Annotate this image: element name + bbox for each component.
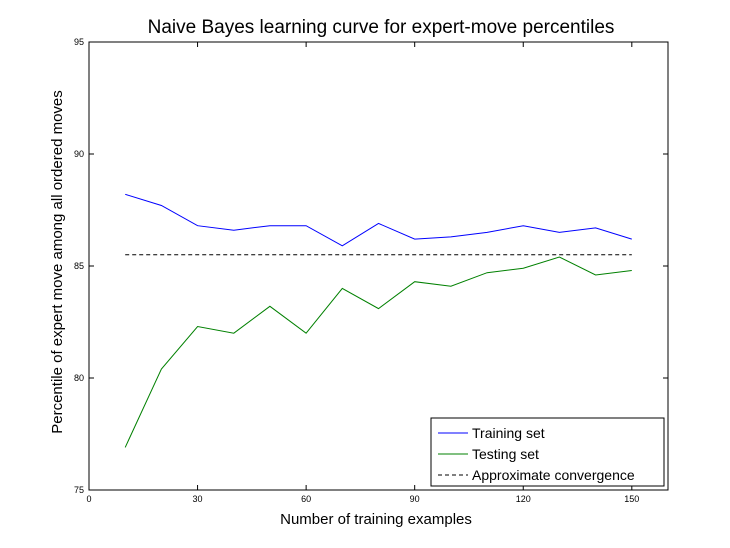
chart-title: Naive Bayes learning curve for expert-mo… [148,17,615,38]
y-tick-label-4: 95 [74,37,84,47]
axis-ticks: 0 30 60 90 120 150 75 80 85 90 95 [74,37,668,504]
series-line-1 [124,256,632,448]
y-tick-label-2: 85 [74,261,84,271]
y-axis-label: Percentile of expert move among all orde… [49,90,66,434]
legend-label-1: Testing set [472,446,539,462]
x-tick-label-0: 0 [86,494,91,504]
x-tick-label-5: 150 [624,494,639,504]
x-tick-label-3: 90 [410,494,420,504]
legend: Training set Testing set Approximate conve… [430,417,665,487]
series-line-0 [125,193,632,247]
legend-box [430,417,665,487]
plot-area [88,41,669,491]
series-layer [124,193,632,448]
x-tick-label-4: 120 [516,494,531,504]
y-tick-label-0: 75 [74,485,84,495]
x-tick-label-2: 60 [301,494,311,504]
legend-label-0: Training set [472,425,545,441]
legend-label-2: Approximate convergence [472,467,635,483]
x-axis-label: Number of training examples [280,511,472,528]
x-tick-label-1: 30 [193,494,203,504]
y-tick-label-1: 80 [74,373,84,383]
y-tick-label-3: 90 [74,149,84,159]
